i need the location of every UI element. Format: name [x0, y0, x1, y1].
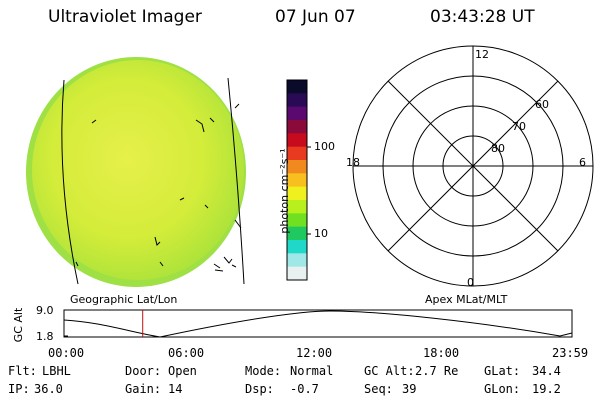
altitude-xtick: 23:59: [552, 346, 589, 360]
altitude-xtick: 12:00: [296, 346, 333, 360]
ip-label: IP:: [8, 382, 30, 396]
colorbar-segment: [287, 146, 307, 161]
mode-label: Mode:: [245, 364, 282, 378]
mlt-label-0: 0: [467, 276, 474, 289]
polar-plot: [352, 45, 594, 287]
colorbar-segment: [287, 160, 307, 174]
gcalt-value: 2.7 Re: [415, 364, 459, 378]
colorbar: [286, 79, 311, 281]
instrument-title: Ultraviolet Imager: [48, 7, 202, 27]
altitude-xtick: 18:00: [423, 346, 460, 360]
door-label: Door:: [125, 364, 162, 378]
altitude-curve: [63, 310, 573, 338]
earth-image: [26, 57, 246, 287]
left-panel-label: Geographic Lat/Lon: [70, 293, 178, 306]
seq-value: 39: [402, 382, 417, 396]
altitude-xtick: 06:00: [168, 346, 205, 360]
colorbar-segment: [287, 93, 307, 108]
seq-label: Seq:: [364, 382, 393, 396]
gcalt-label: GC Alt:: [364, 364, 415, 378]
colorbar-segment: [287, 133, 307, 148]
colorbar-segment: [287, 80, 307, 94]
flt-label: Flt:: [8, 364, 37, 378]
longitude-line: [227, 77, 245, 285]
colorbar-tick-10: 10: [314, 227, 328, 240]
colorbar-label: photon cm⁻²s⁻¹: [278, 148, 291, 234]
altitude-plot: [63, 309, 573, 338]
colorbar-segment: [287, 226, 307, 241]
dsp-value: -0.7: [290, 382, 319, 396]
colorbar-segment: [287, 200, 307, 214]
longitude-line: [61, 79, 79, 285]
glat-label: GLat:: [484, 364, 521, 378]
lat-label-70: 70: [512, 120, 526, 133]
ip-value: 36.0: [34, 382, 63, 396]
colorbar-segment: [287, 240, 307, 254]
lat-label-60: 60: [535, 98, 549, 111]
door-value: Open: [168, 364, 197, 378]
colorbar-segment: [287, 253, 307, 268]
colorbar-segment: [287, 106, 307, 121]
altitude-ylabel: GC Alt: [12, 307, 25, 343]
right-panel-label: Apex MLat/MLT: [425, 293, 508, 306]
colorbar-segment: [287, 186, 307, 201]
gain-value: 14: [168, 382, 183, 396]
altitude-xtick: 00:00: [48, 346, 85, 360]
glon-label: GLon:: [484, 382, 521, 396]
lat-label-80: 80: [491, 142, 505, 155]
colorbar-segment: [287, 266, 307, 281]
glat-value: 34.4: [532, 364, 561, 378]
gain-label: Gain:: [125, 382, 162, 396]
colorbar-segment: [287, 173, 307, 188]
mlt-label-6: 6: [579, 156, 586, 169]
colorbar-segment: [287, 120, 307, 134]
time-label: 03:43:28 UT: [430, 7, 535, 27]
colorbar-segment: [287, 213, 307, 228]
colorbar-tick-100: 100: [314, 140, 335, 153]
mode-value: Normal: [290, 364, 334, 378]
altitude-ytick-9: 9.0: [36, 304, 54, 317]
flt-value: LBHL: [42, 364, 71, 378]
altitude-ytick-1.8: 1.8: [36, 330, 54, 343]
mlt-label-18: 18: [346, 156, 360, 169]
date-label: 07 Jun 07: [275, 7, 356, 27]
coastline-fragments: [75, 103, 242, 272]
dsp-label: Dsp:: [245, 382, 274, 396]
glon-value: 19.2: [532, 382, 561, 396]
mlt-label-12: 12: [475, 48, 489, 61]
